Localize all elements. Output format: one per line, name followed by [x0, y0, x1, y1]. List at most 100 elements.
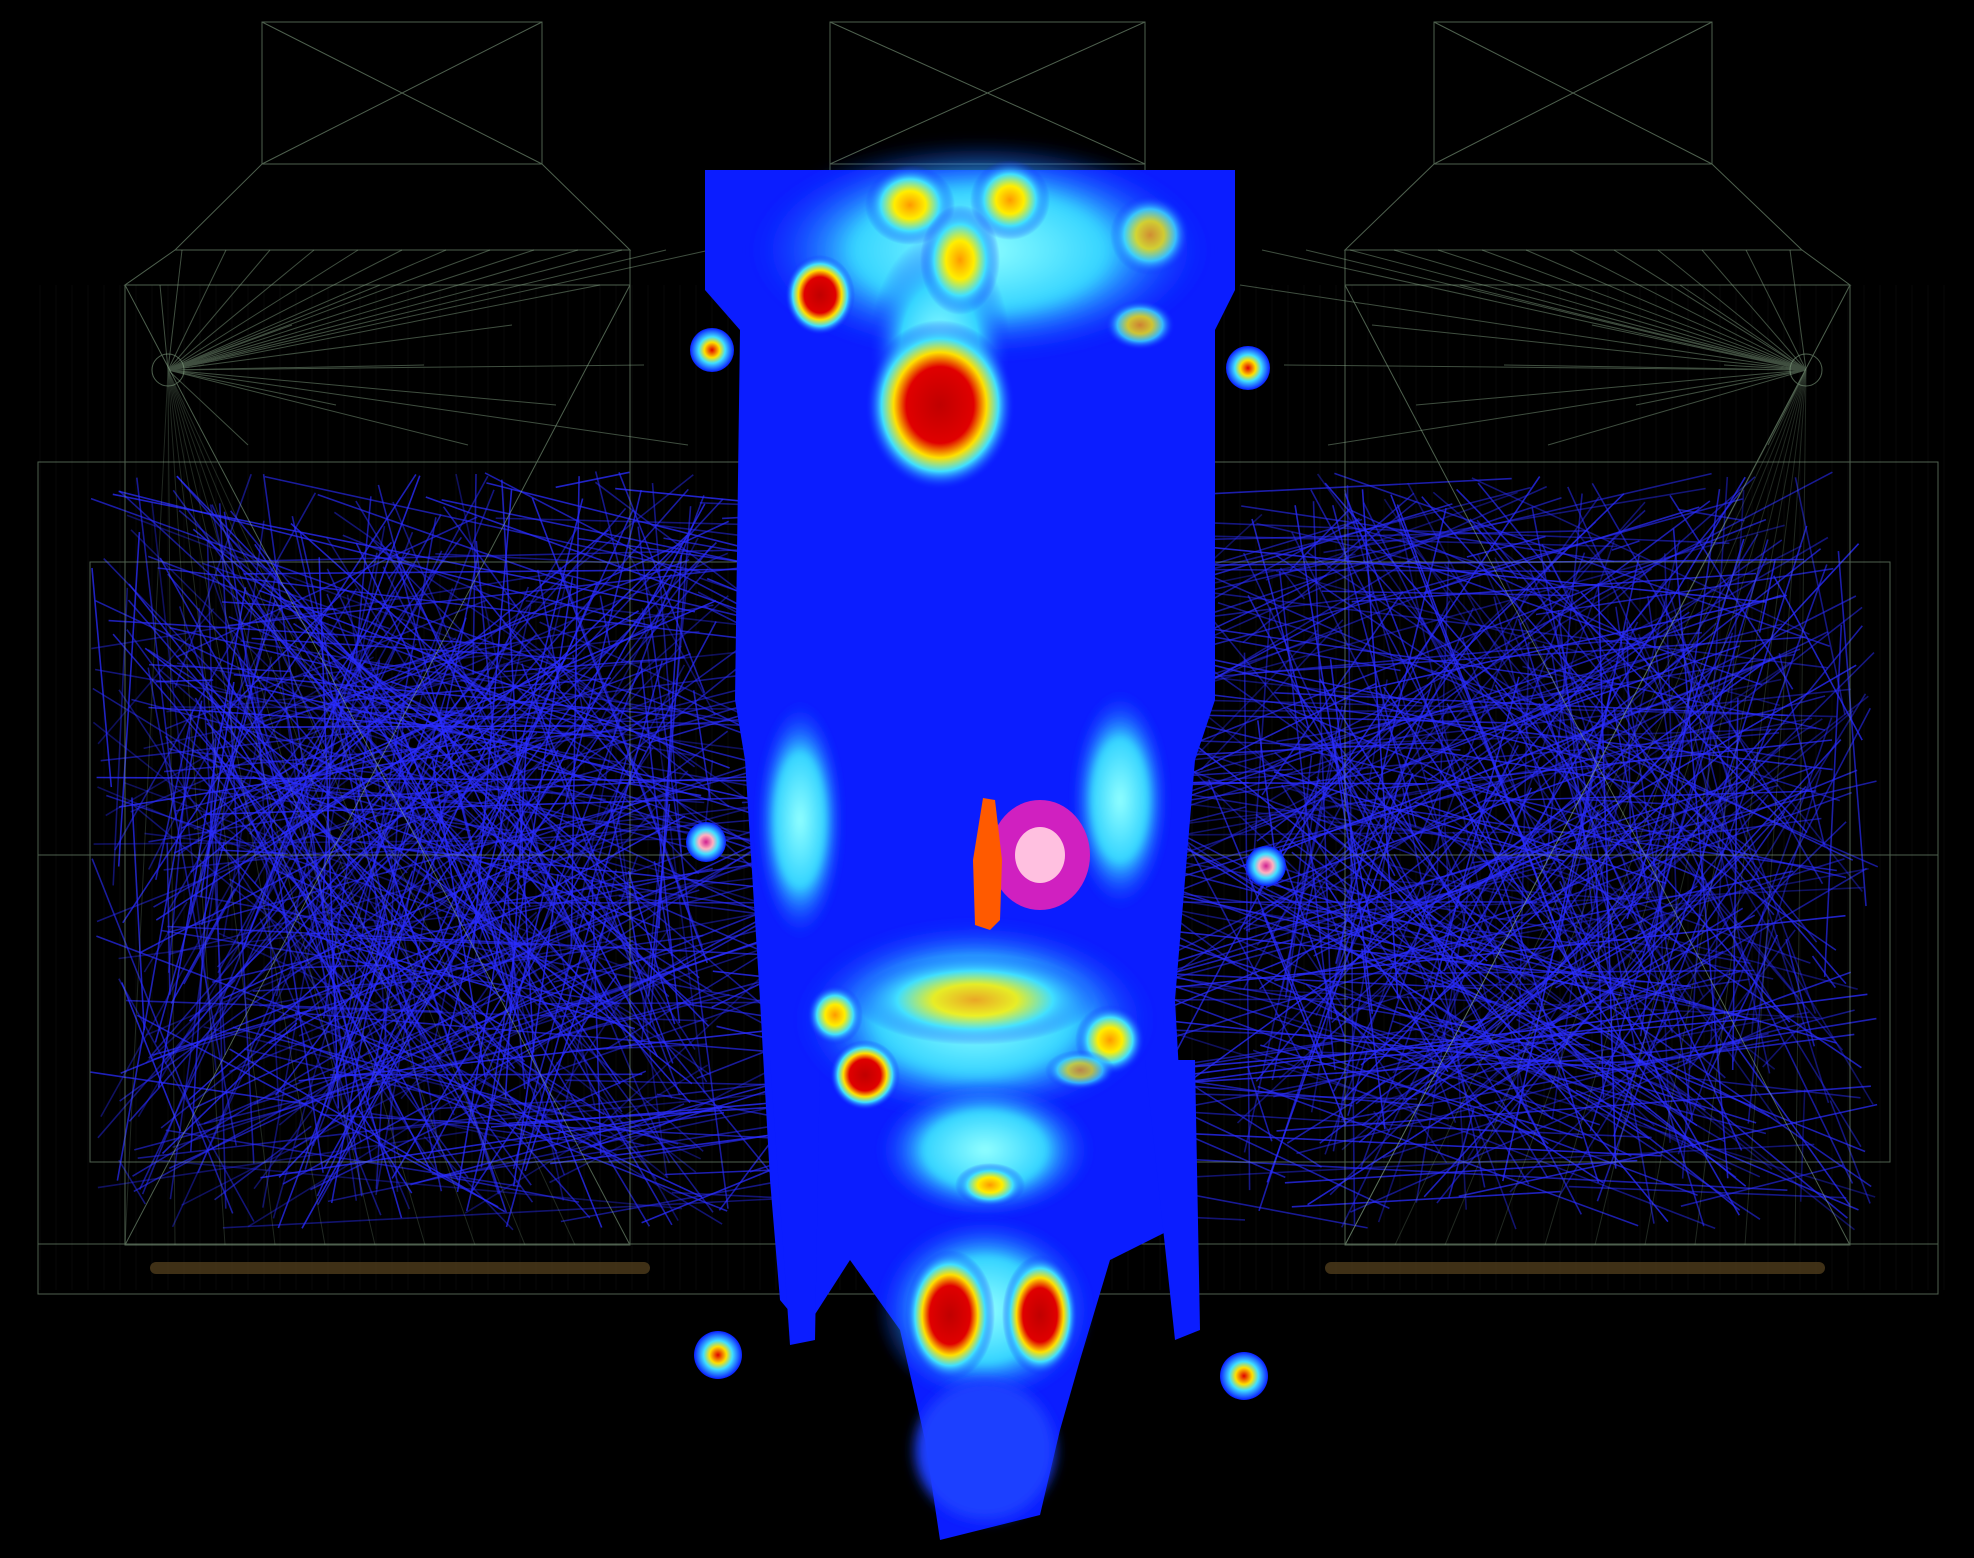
marker-bottom-left: [694, 1331, 742, 1379]
ray-line: [465, 489, 642, 1212]
ray-line: [1568, 1185, 1847, 1199]
ray-line: [1321, 590, 1568, 597]
ray-line: [169, 520, 265, 1200]
ray-line: [641, 608, 706, 1094]
ray-line: [1359, 552, 1586, 1170]
ray-line: [1380, 766, 1813, 918]
ray-line: [1626, 621, 1632, 843]
fan-line: [1767, 369, 1807, 446]
ray-line: [1420, 617, 1692, 1116]
ray-line: [460, 678, 647, 752]
ray-line: [1465, 766, 1600, 1184]
ray-line: [627, 552, 716, 716]
ray-line: [442, 506, 674, 822]
ray-line: [1647, 557, 1768, 803]
fan-line: [1789, 249, 1807, 371]
ray-line: [1279, 848, 1345, 1037]
fan-line: [1525, 249, 1807, 371]
ray-line: [1463, 476, 1746, 948]
ray-line: [268, 815, 686, 1044]
ray-line: [1488, 746, 1671, 956]
fan-line: [167, 369, 469, 446]
ray-line: [222, 656, 273, 938]
ray-line: [190, 529, 610, 873]
ray-line: [1383, 498, 1731, 1022]
ray-line: [555, 471, 630, 489]
ray-line: [138, 550, 443, 1190]
ray-line: [1279, 727, 1817, 747]
ray-line: [1338, 929, 1345, 968]
ray-line: [1557, 610, 1594, 912]
fan-line: [167, 249, 227, 371]
ray-line: [136, 477, 178, 819]
ray-line: [1393, 853, 1583, 1215]
ray-line: [432, 604, 532, 1047]
fan-line: [167, 284, 601, 371]
ray-line: [1275, 570, 1781, 707]
ray-line: [91, 858, 234, 1214]
ray-line: [1509, 970, 1730, 1193]
fan-line: [167, 249, 711, 371]
ray-line: [1256, 522, 1470, 575]
fan-line: [167, 369, 249, 446]
ray-line: [1323, 487, 1706, 554]
ray-line: [609, 801, 640, 959]
ray-line: [1656, 971, 1852, 1044]
ray-line: [1327, 752, 1527, 981]
ray-line: [1335, 507, 1447, 964]
ray-line: [1383, 686, 1695, 1149]
fan-line: [1415, 369, 1807, 406]
ray-line: [481, 881, 679, 1221]
ray-line: [1315, 776, 1339, 809]
fan-line: [1481, 249, 1807, 371]
ray-line: [105, 656, 375, 817]
ray-line: [1687, 929, 1796, 1071]
ray-line: [278, 1056, 395, 1178]
ray-line: [252, 630, 700, 683]
catheter-mark: [973, 798, 1002, 930]
ray-line: [157, 587, 247, 1088]
ray-line: [1279, 567, 1306, 600]
fan-line: [167, 249, 359, 371]
ray-line: [1707, 934, 1779, 1075]
ray-line: [1672, 528, 1729, 1179]
ray-line: [374, 716, 692, 1004]
ray-line: [1596, 564, 1828, 1202]
ray-line: [1360, 737, 1740, 1066]
ray-line: [214, 1125, 312, 1201]
ray-line: [1207, 779, 1323, 1055]
ray-line: [1466, 535, 1546, 558]
ray-line: [1300, 886, 1864, 914]
fan-line: [1349, 249, 1807, 371]
ray-line: [1377, 540, 1615, 1223]
fan-line: [167, 369, 226, 1246]
ray-line: [1663, 536, 1829, 635]
ray-line: [1432, 491, 1615, 646]
ray-line: [141, 821, 296, 1195]
ray-line: [1351, 572, 1757, 603]
ray-line: [132, 804, 442, 1060]
fan-line: [167, 249, 667, 371]
ray-line: [1546, 606, 1863, 855]
fan-line: [167, 249, 535, 371]
ray-line: [1286, 707, 1706, 881]
ray-line: [1683, 856, 1862, 1148]
ray-line: [306, 933, 636, 1030]
ray-line: [1399, 531, 1844, 1051]
marker-mid-left: [686, 822, 726, 862]
fan-line: [167, 249, 623, 371]
ray-line: [1236, 772, 1610, 1124]
fan-line: [167, 324, 513, 371]
ray-line: [390, 681, 416, 691]
ray-line: [1263, 622, 1717, 1047]
ray-line: [1421, 496, 1847, 985]
fiducial-markers: [686, 328, 1286, 1400]
ray-line: [260, 1107, 723, 1179]
ray-line: [278, 911, 538, 1126]
ray-line: [1317, 861, 1556, 931]
ray-line: [1361, 948, 1386, 1130]
fan-line: [167, 284, 381, 371]
ray-line: [272, 587, 454, 1219]
ray-line: [247, 955, 687, 1228]
ray-line: [264, 475, 701, 573]
